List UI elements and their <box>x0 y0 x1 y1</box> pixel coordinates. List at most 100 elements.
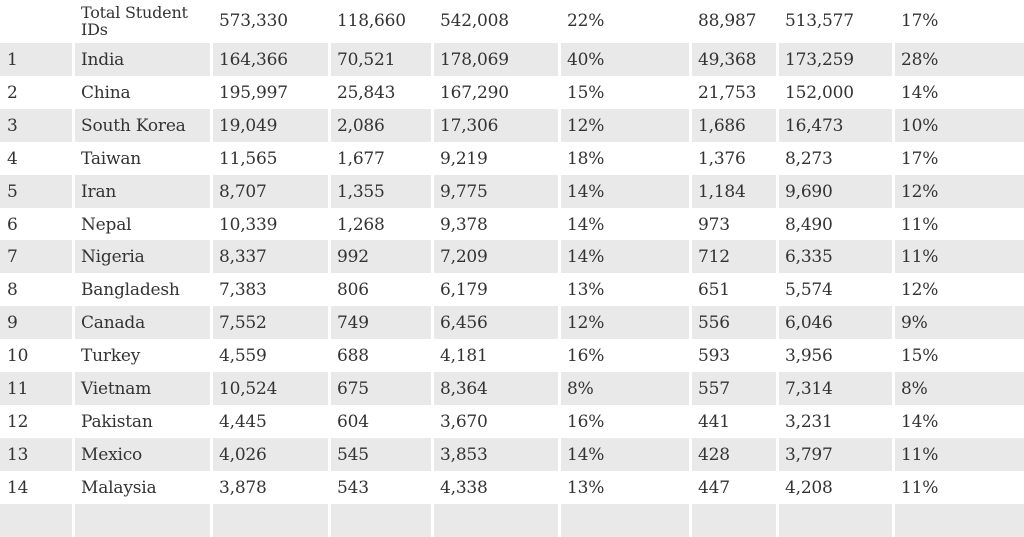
col-3-cell: 749 <box>337 312 369 333</box>
col-2-cell: 195,997 <box>219 82 288 103</box>
col-8-cell: 17% <box>901 148 939 169</box>
column-divider <box>892 438 895 471</box>
country-cell: Turkey <box>81 345 141 366</box>
rank-cell: 7 <box>7 246 18 267</box>
column-divider <box>431 109 434 142</box>
table-row: 7 Nigeria 8,337 992 7,209 14% 712 6,335 11% <box>0 240 1024 273</box>
col-2-cell: 573,330 <box>219 11 288 31</box>
column-divider <box>776 273 779 306</box>
column-divider <box>892 240 895 273</box>
col-2-cell: 8,707 <box>219 181 267 202</box>
column-divider <box>892 142 895 175</box>
col-5-cell: 16% <box>567 345 605 366</box>
table-row: 2 China 195,997 25,843 167,290 15% 21,753 152,0… <box>0 76 1024 109</box>
col-8-cell: 28% <box>901 49 939 70</box>
col-7-cell: 513,577 <box>785 11 854 31</box>
col-6-cell: 447 <box>698 477 730 498</box>
col-7-cell: 3,797 <box>785 444 833 465</box>
column-divider <box>776 0 779 42</box>
column-divider <box>431 306 434 339</box>
table-row: 9 Canada 7,552 749 6,456 12% 556 6,046 9% <box>0 306 1024 339</box>
column-divider <box>776 471 779 504</box>
col-7-cell: 3,956 <box>785 345 833 366</box>
col-7-cell: 7,314 <box>785 378 833 399</box>
table-row: 14 Malaysia 3,878 543 4,338 13% 447 4,208 11% <box>0 471 1024 504</box>
column-divider <box>689 0 692 42</box>
col-7-cell: 6,335 <box>785 246 833 267</box>
column-divider <box>328 273 331 306</box>
col-6-cell: 21,753 <box>698 82 757 103</box>
col-3-cell: 1,268 <box>337 214 385 235</box>
column-divider <box>558 306 561 339</box>
column-divider <box>892 471 895 504</box>
col-5-cell: 13% <box>567 477 605 498</box>
col-7-cell: 8,490 <box>785 214 833 235</box>
column-divider <box>689 76 692 109</box>
column-divider <box>776 339 779 372</box>
col-2-cell: 11,565 <box>219 148 278 169</box>
column-divider <box>328 142 331 175</box>
col-4-cell: 4,338 <box>440 477 488 498</box>
column-divider <box>689 504 692 537</box>
country-cell: Canada <box>81 312 146 333</box>
column-divider <box>776 504 779 537</box>
column-divider <box>431 438 434 471</box>
table-row: 4 Taiwan 11,565 1,677 9,219 18% 1,376 8,273 17% <box>0 142 1024 175</box>
column-divider <box>689 438 692 471</box>
column-divider <box>689 339 692 372</box>
table-row: 6 Nepal 10,339 1,268 9,378 14% 973 8,490 11% <box>0 208 1024 241</box>
col-5-cell: 14% <box>567 246 605 267</box>
col-6-cell: 428 <box>698 444 730 465</box>
column-divider <box>328 0 331 42</box>
column-divider <box>892 43 895 76</box>
col-8-cell: 14% <box>901 82 939 103</box>
col-7-cell: 173,259 <box>785 49 854 70</box>
column-divider <box>892 372 895 405</box>
column-divider <box>892 273 895 306</box>
rank-cell: 10 <box>7 345 29 366</box>
col-4-cell: 178,069 <box>440 49 509 70</box>
column-divider <box>72 43 75 76</box>
column-divider <box>689 240 692 273</box>
col-5-cell: 8% <box>567 378 594 399</box>
table-row: 3 South Korea 19,049 2,086 17,306 12% 1,686 16,… <box>0 109 1024 142</box>
column-divider <box>689 306 692 339</box>
rank-cell: 4 <box>7 148 18 169</box>
column-divider <box>72 372 75 405</box>
column-divider <box>72 0 75 42</box>
column-divider <box>328 43 331 76</box>
table-row <box>0 504 1024 537</box>
column-divider <box>431 76 434 109</box>
column-divider <box>892 405 895 438</box>
col-5-cell: 13% <box>567 279 605 300</box>
col-3-cell: 688 <box>337 345 369 366</box>
column-divider <box>72 273 75 306</box>
col-6-cell: 1,376 <box>698 148 746 169</box>
column-divider <box>431 504 434 537</box>
column-divider <box>328 504 331 537</box>
col-6-cell: 712 <box>698 246 730 267</box>
column-divider <box>776 76 779 109</box>
col-3-cell: 2,086 <box>337 115 385 136</box>
column-divider <box>558 142 561 175</box>
col-8-cell: 15% <box>901 345 939 366</box>
column-divider <box>431 0 434 42</box>
col-8-cell: 11% <box>901 444 939 465</box>
country-cell: Total Student IDs <box>81 3 188 39</box>
column-divider <box>892 175 895 208</box>
column-divider <box>892 109 895 142</box>
col-3-cell: 70,521 <box>337 49 396 70</box>
col-8-cell: 8% <box>901 378 928 399</box>
col-5-cell: 22% <box>567 11 605 31</box>
col-4-cell: 6,179 <box>440 279 488 300</box>
col-5-cell: 15% <box>567 82 605 103</box>
column-divider <box>328 405 331 438</box>
col-7-cell: 4,208 <box>785 477 833 498</box>
column-divider <box>689 109 692 142</box>
col-6-cell: 1,686 <box>698 115 746 136</box>
col-2-cell: 7,552 <box>219 312 267 333</box>
column-divider <box>558 273 561 306</box>
col-6-cell: 593 <box>698 345 730 366</box>
col-3-cell: 675 <box>337 378 369 399</box>
col-3-cell: 1,355 <box>337 181 385 202</box>
